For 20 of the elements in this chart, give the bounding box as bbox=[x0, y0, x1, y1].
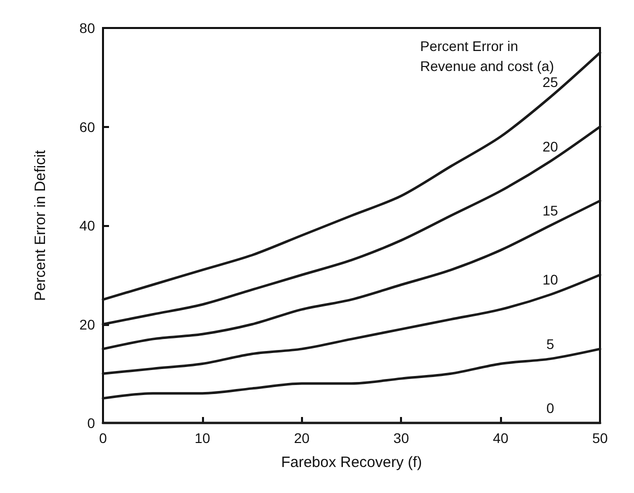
x-tick-label: 0 bbox=[99, 430, 108, 446]
series-label: 25 bbox=[542, 74, 558, 90]
y-tick-label: 80 bbox=[79, 20, 96, 36]
x-tick-label: 20 bbox=[294, 430, 310, 446]
y-tick-label: 40 bbox=[79, 218, 96, 234]
y-tick-label: 60 bbox=[79, 118, 96, 135]
y-tick-label: 0 bbox=[87, 415, 96, 431]
x-tick-label: 30 bbox=[393, 430, 410, 446]
x-tick-label: 50 bbox=[592, 430, 608, 446]
x-tick-label: 40 bbox=[492, 430, 509, 446]
legend-title: Percent Error in Revenue and cost (a) bbox=[420, 38, 554, 74]
series-label: 0 bbox=[546, 400, 554, 416]
y-tick-label: 20 bbox=[79, 316, 96, 332]
series-label: 20 bbox=[542, 138, 558, 154]
x-tick-label: 10 bbox=[194, 430, 210, 446]
series-label: 5 bbox=[546, 336, 554, 352]
y-axis-title: Percent Error in Deficit bbox=[32, 149, 49, 301]
x-axis-title: Farebox Recovery (f) bbox=[281, 454, 422, 471]
series-label: 15 bbox=[542, 202, 558, 218]
series-label: 10 bbox=[542, 272, 558, 288]
